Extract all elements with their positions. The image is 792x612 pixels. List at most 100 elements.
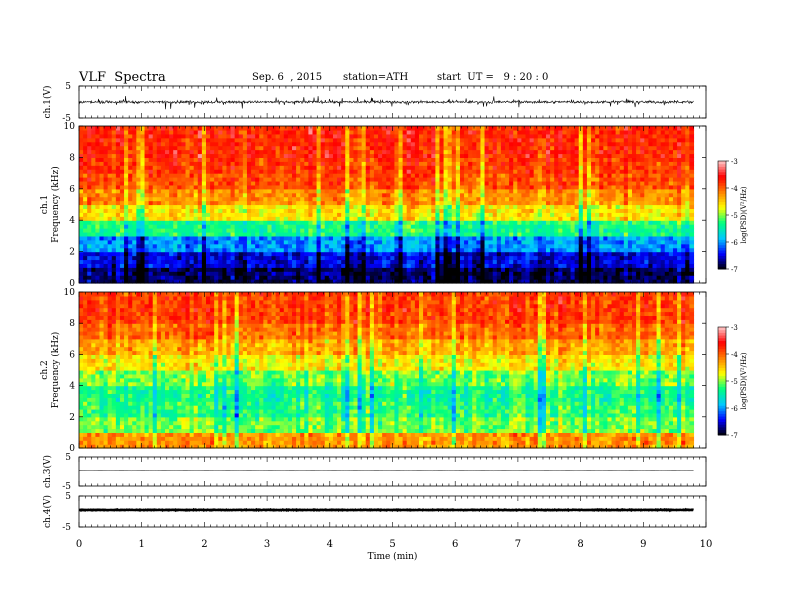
spectrogram-1-cell [238, 173, 244, 178]
spectrogram-1-cell [79, 196, 84, 202]
spectrogram-1-cell [439, 251, 445, 257]
spectrogram-1-cell [210, 220, 215, 225]
spectrogram-1-cell [169, 133, 174, 139]
spectrogram-1-cell [427, 192, 432, 198]
spectrogram-1-cell [582, 251, 588, 257]
spectrogram-1-cell [517, 220, 523, 225]
spectrogram-1-cell [279, 251, 285, 257]
spectrogram-1-cell [562, 224, 568, 229]
spectrogram-1-cell [99, 157, 105, 162]
spectrogram-1-cell [279, 239, 285, 245]
spectrogram-1-cell [382, 161, 387, 166]
spectrogram-1-cell [263, 184, 269, 190]
spectrogram-1-cell [459, 161, 465, 166]
spectrogram-1-cell [369, 208, 375, 213]
spectrogram-1-cell [144, 192, 150, 198]
spectrogram-1-cell [255, 169, 260, 174]
spectrogram-1-cell [91, 177, 96, 182]
spectrogram-1-cell [533, 279, 539, 284]
spectrogram-1-cell [328, 279, 334, 284]
spectrogram-1-cell [423, 184, 428, 190]
spectrogram-1-cell [423, 137, 428, 143]
spectrogram-1-cell [185, 141, 191, 147]
spectrogram-1-cell [238, 224, 244, 229]
spectrogram-1-cell [99, 188, 105, 194]
spectrogram-1-cell [214, 228, 219, 233]
spectrogram-1-cell [455, 255, 461, 261]
spectrogram-1-cell [451, 165, 457, 170]
spectrogram-1-cell [246, 184, 252, 190]
spectrogram-1-cell [296, 177, 301, 182]
spectrogram-1-cell [95, 271, 101, 276]
spectrogram-1-cell [226, 279, 232, 284]
spectrogram-1-cell [484, 231, 490, 237]
spectrogram-1-cell [124, 279, 129, 284]
spectrogram-1-cell [275, 259, 281, 264]
spectrogram-1-cell [242, 157, 248, 162]
spectrogram-1-cell [238, 180, 244, 186]
spectrogram-1-cell [132, 228, 137, 233]
spectrogram-1-cell [545, 271, 551, 276]
spectrogram-1-cell [136, 208, 142, 213]
spectrogram-1-cell [398, 243, 404, 249]
spectrogram-1-cell [464, 161, 469, 166]
spectrogram-1-cell [103, 216, 109, 221]
spectrogram-1-cell [578, 271, 584, 276]
spectrogram-1-cell [91, 200, 96, 206]
spectrogram-1-cell [83, 247, 88, 253]
spectrogram-1-cell [390, 169, 396, 174]
spectrogram-1-cell [570, 267, 576, 272]
spectrogram-1-cell [447, 216, 453, 221]
spectrogram-1-cell [533, 161, 539, 166]
spectrogram-1-cell [251, 271, 256, 276]
spectrogram-1-cell [468, 208, 473, 213]
spectrogram-1-cell [279, 137, 285, 143]
spectrogram-1-cell [369, 192, 375, 198]
spectrogram-1-cell [468, 126, 473, 131]
spectrogram-1-cell [386, 247, 391, 253]
spectrogram-1-cell [242, 169, 248, 174]
spectrogram-1-cell [218, 180, 223, 186]
spectrogram-1-cell [419, 208, 424, 213]
spectrogram-1-cell [578, 235, 584, 241]
spectrogram-1-cell [419, 153, 424, 158]
spectrogram-1-cell [533, 216, 539, 221]
spectrogram-1-cell [406, 141, 412, 147]
spectrogram-1-cell [287, 243, 293, 249]
spectrogram-1-cell [214, 141, 219, 147]
spectrogram-1-cell [132, 145, 137, 151]
spectrogram-1-cell [91, 126, 96, 131]
spectrogram-1-cell [230, 259, 236, 264]
spectrogram-1-cell [201, 161, 207, 166]
spectrogram-1-cell [246, 216, 252, 221]
spectrogram-1-cell [373, 231, 379, 237]
spectrogram-1-cell [513, 228, 518, 233]
spectrogram-1-cell [468, 200, 473, 206]
spectrogram-1-cell [234, 188, 240, 194]
spectrogram-1-cell [173, 220, 178, 225]
spectrogram-1-cell [234, 228, 240, 233]
spectrogram-1-cell [427, 149, 432, 155]
spectrogram-1-cell [574, 224, 580, 229]
spectrogram-1-cell [111, 220, 117, 225]
spectrogram-1-cell [160, 239, 166, 245]
spectrogram-1-cell [566, 133, 572, 139]
spectrogram-1-cell [562, 133, 568, 139]
spectrogram-1-cell [312, 267, 318, 272]
spectrogram-1-cell [468, 224, 473, 229]
spectrogram-1-cell [156, 169, 162, 174]
spectrogram-1-cell [140, 251, 146, 257]
spectrogram-1-cell [558, 200, 563, 206]
spectrogram-1-cell [386, 133, 391, 139]
spectrogram-1-cell [410, 208, 416, 213]
spectrogram-1-cell [259, 200, 264, 206]
spectrogram-1-cell [83, 271, 88, 276]
spectrogram-1-cell [169, 247, 174, 253]
spectrogram-1-cell [332, 165, 338, 170]
spectrogram-1-cell [218, 239, 223, 245]
spectrogram-1-cell [349, 267, 355, 272]
spectrogram-1-cell [476, 235, 482, 241]
spectrogram-1-cell [373, 149, 379, 155]
spectrogram-1-cell [517, 200, 523, 206]
spectrogram-1-cell [419, 149, 424, 155]
